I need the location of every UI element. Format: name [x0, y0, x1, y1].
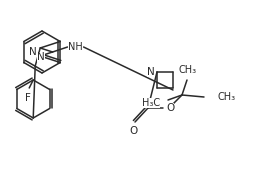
Text: N: N — [29, 47, 37, 57]
Text: CH₃: CH₃ — [179, 65, 197, 75]
Text: NH: NH — [68, 42, 83, 52]
Text: O: O — [166, 103, 174, 113]
Text: H₃C: H₃C — [142, 98, 160, 108]
Text: F: F — [25, 93, 31, 103]
Text: N: N — [37, 52, 45, 62]
Text: N: N — [147, 67, 155, 77]
Text: CH₃: CH₃ — [217, 92, 235, 102]
Text: O: O — [129, 126, 137, 136]
